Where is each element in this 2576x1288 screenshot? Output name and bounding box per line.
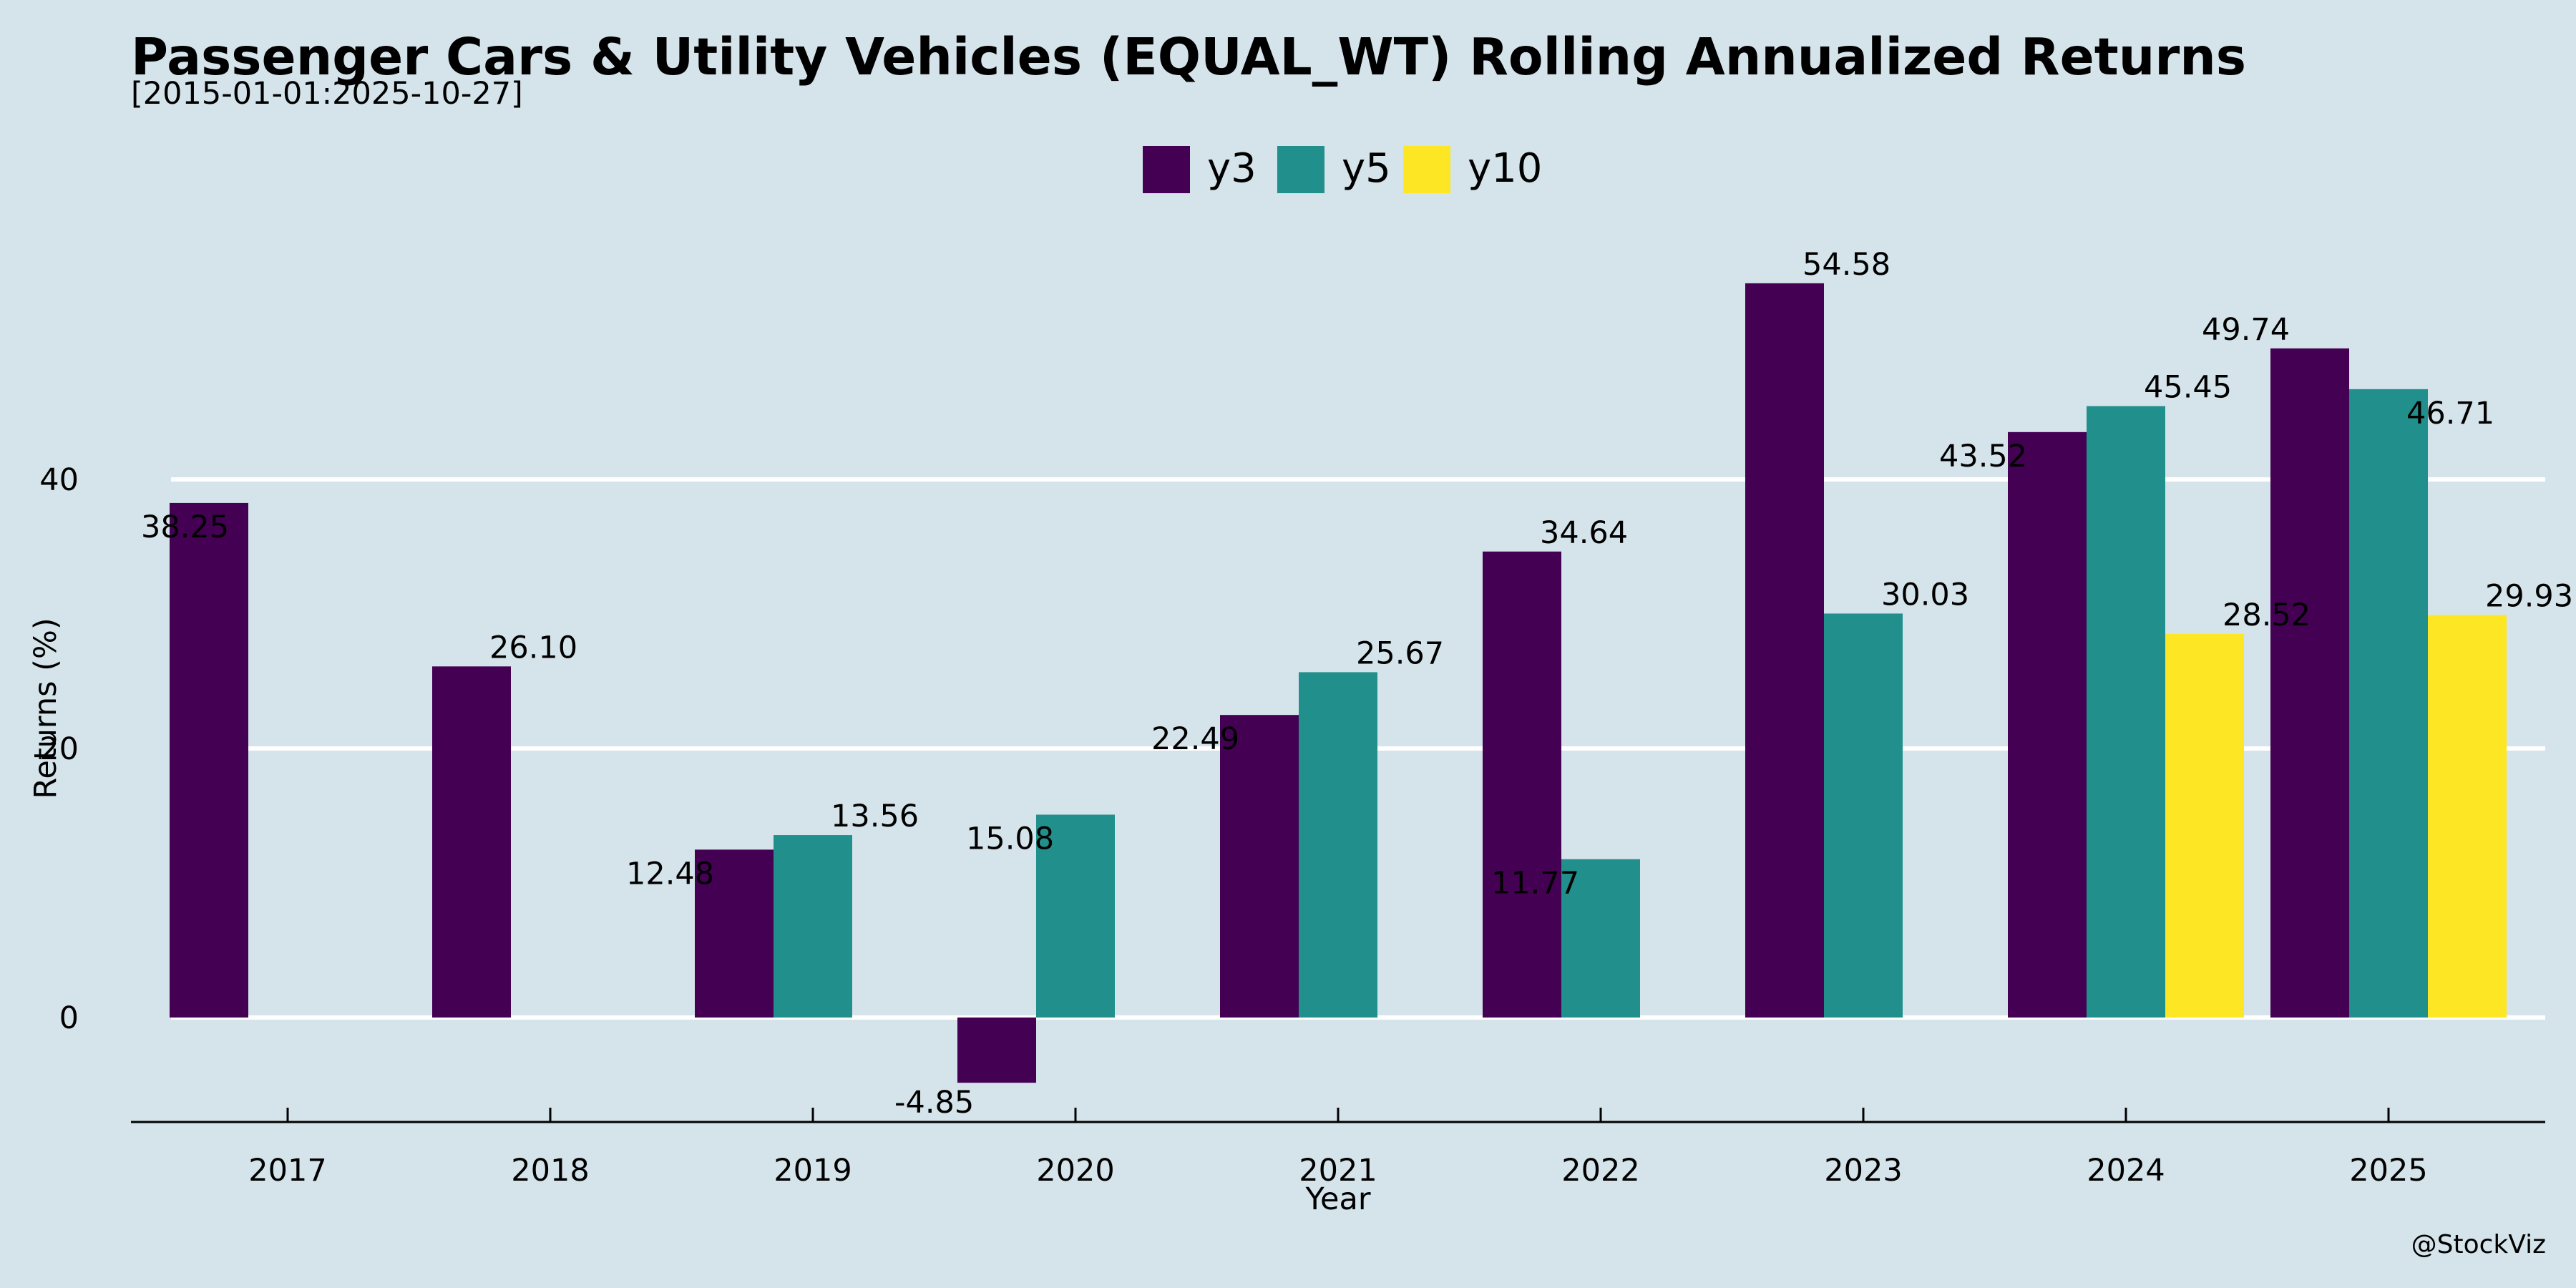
- bar-y3-2024: [2008, 431, 2087, 1018]
- bar-y5-2025: [2349, 389, 2428, 1018]
- x-tick-label: 2018: [511, 1153, 589, 1189]
- data-label-y5-2024: 45.45: [2144, 370, 2232, 406]
- x-axis-label: Year: [1304, 1181, 1370, 1217]
- watermark: @StockViz: [2411, 1230, 2546, 1259]
- data-label-y5-2023: 30.03: [1881, 577, 1969, 613]
- y-tick-label: 40: [39, 462, 79, 498]
- data-label-y10-2025: 29.93: [2485, 578, 2573, 614]
- data-label-y3-2021: 22.49: [1151, 721, 1239, 757]
- chart-subtitle: [2015-01-01:2025-10-27]: [131, 76, 523, 112]
- y-axis-label: Returns (%): [28, 618, 64, 799]
- legend-label-y10: y10: [1468, 145, 1542, 192]
- data-label-y3-2020: -4.85: [894, 1085, 974, 1121]
- y-tick-label: 20: [39, 731, 79, 767]
- bar-y5-2020: [1036, 814, 1115, 1018]
- bar-y3-2021: [1220, 715, 1299, 1018]
- legend-label-y5: y5: [1342, 145, 1391, 192]
- bar-y5-2021: [1299, 672, 1377, 1018]
- data-label-y3-2023: 54.58: [1802, 247, 1890, 283]
- data-label-y5-2020: 15.08: [966, 821, 1054, 857]
- data-label-y3-2022: 34.64: [1540, 515, 1628, 551]
- bar-y5-2024: [2087, 406, 2165, 1018]
- data-label-y3-2019: 12.48: [626, 856, 714, 892]
- chart-title: Passenger Cars & Utility Vehicles (EQUAL…: [131, 27, 2247, 87]
- x-tick-label: 2017: [248, 1153, 326, 1189]
- legend-label-y3: y3: [1207, 145, 1257, 192]
- bar-y3-2017: [170, 502, 248, 1018]
- data-label-y3-2017: 38.25: [141, 509, 229, 545]
- data-label-y5-2021: 25.67: [1356, 635, 1444, 671]
- x-tick-label: 2023: [1824, 1153, 1902, 1189]
- bar-y10-2024: [2165, 633, 2244, 1018]
- bar-y5-2022: [1561, 859, 1640, 1018]
- data-label-y3-2018: 26.10: [489, 630, 577, 665]
- y-tick-label: 0: [59, 1000, 79, 1036]
- data-label-y10-2024: 28.52: [2223, 597, 2311, 633]
- x-tick-label: 2025: [2349, 1153, 2427, 1189]
- legend-swatch-y5: [1277, 146, 1324, 193]
- bar-y10-2025: [2428, 615, 2507, 1018]
- data-label-y3-2025: 49.74: [2202, 312, 2290, 348]
- bar-y3-2018: [432, 666, 511, 1018]
- bar-y3-2025: [2270, 348, 2349, 1018]
- data-label-y5-2025: 46.71: [2406, 396, 2494, 431]
- data-label-y5-2019: 13.56: [831, 799, 919, 834]
- x-tick-label: 2020: [1036, 1153, 1114, 1189]
- bar-y5-2023: [1824, 613, 1903, 1018]
- bar-y3-2023: [1745, 283, 1824, 1018]
- bar-y5-2019: [774, 835, 852, 1018]
- x-tick-label: 2021: [1299, 1153, 1377, 1189]
- x-tick-label: 2019: [774, 1153, 852, 1189]
- bar-y3-2022: [1483, 551, 1561, 1018]
- legend-swatch-y10: [1403, 146, 1450, 193]
- x-tick-label: 2024: [2087, 1153, 2165, 1189]
- legend-swatch-y3: [1143, 146, 1190, 193]
- data-label-y3-2024: 43.52: [1939, 439, 2027, 474]
- x-tick-label: 2022: [1561, 1153, 1639, 1189]
- bar-y3-2019: [695, 849, 774, 1018]
- data-label-y5-2022: 11.77: [1491, 866, 1579, 902]
- bar-y3-2020: [957, 1018, 1036, 1083]
